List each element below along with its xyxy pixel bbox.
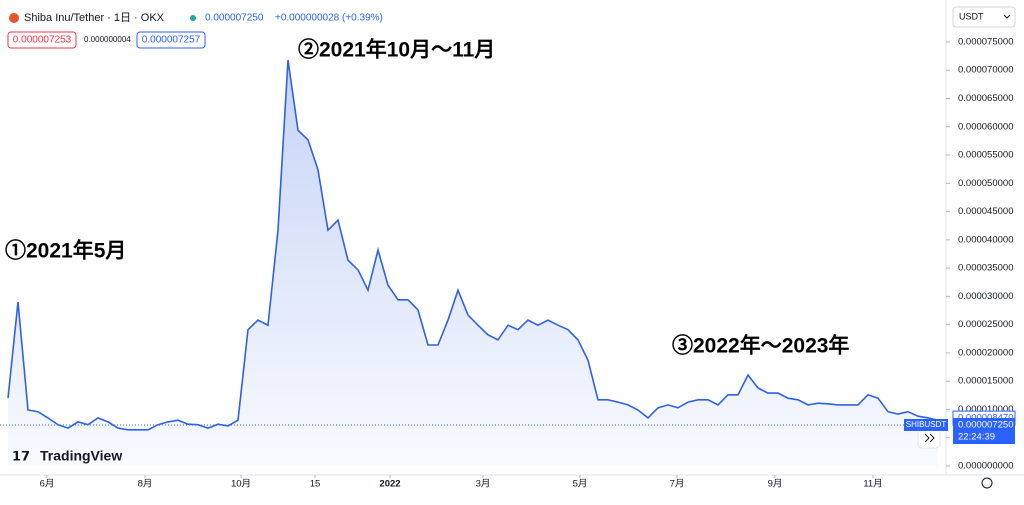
last-price-time: 22:24:39 (958, 432, 995, 443)
area-fill (8, 60, 938, 466)
annotation: ③2022年～2023年 (672, 334, 849, 358)
y-tick-label: 0.000045000 (958, 206, 1013, 217)
bid-box[interactable] (7, 31, 77, 49)
currency: USDT (959, 11, 984, 21)
y-tick-label: 0.000010000 (958, 404, 1013, 415)
brand-logo: 𝟭𝟳 (12, 448, 30, 463)
y-tick-label: 0.000055000 (958, 150, 1013, 161)
spread: 0.000000004 (84, 35, 131, 44)
price-line (7, 59, 939, 431)
annotation: ①2021年5月 (5, 239, 126, 263)
y-tick-label: 0.000000000 (958, 461, 1013, 472)
symbol-icon (9, 13, 19, 23)
scroll-icon (924, 433, 935, 443)
y-tick-label: 0.000040000 (958, 234, 1013, 245)
y-tick-label: 0.000070000 (958, 65, 1013, 76)
currency-box[interactable] (952, 6, 1016, 28)
x-tick-label: 8月 (138, 479, 153, 490)
y-tick-label: 0.000065000 (958, 93, 1013, 104)
symbol: Shiba Inu/Tether · 1日 · OKX (24, 12, 165, 24)
bid: 0.000007253 (13, 35, 72, 46)
y-tick-label: 0.000030000 (958, 291, 1013, 302)
x-tick-label: 5月 (573, 479, 588, 490)
x-tick-label: 11月 (863, 479, 882, 490)
y-tick-label: 0.000025000 (958, 319, 1013, 330)
x-tick-label: 2022 (379, 479, 400, 490)
x-tick-label: 7月 (670, 479, 685, 490)
settings-button[interactable] (981, 477, 993, 489)
annotation: ②2021年10月～11月 (298, 38, 495, 62)
x-tick-label: 15 (310, 479, 321, 490)
y-tick-label: 0.000060000 (958, 121, 1013, 132)
y-tick-label: 0.000075000 (958, 36, 1013, 47)
dropdown-icon (1003, 14, 1011, 19)
y-tick-label: 0.000020000 (958, 347, 1013, 358)
price: 0.000007250 (205, 13, 264, 24)
series-tag-label: SHIBUSDT (906, 420, 947, 429)
change: +0.000000028 (+0.39%) (275, 13, 383, 24)
series-tag (904, 419, 948, 432)
x-tick-label: 9月 (768, 479, 783, 490)
y-tick-label: 0.000050000 (958, 178, 1013, 189)
last-price-label: 0.000007250 (958, 420, 1013, 431)
status-dot (190, 15, 196, 21)
last-price-box (953, 418, 1015, 445)
brand: TradingView (40, 448, 122, 464)
x-tick-label: 6月 (40, 479, 55, 490)
ask-box[interactable] (136, 31, 206, 49)
x-tick-label: 3月 (476, 479, 491, 490)
ask: 0.000007257 (142, 35, 201, 46)
x-tick-label: 10月 (231, 479, 251, 490)
y-tick-label: 0.000035000 (958, 263, 1013, 274)
y-tick-label: 0.000015000 (958, 376, 1013, 387)
plot (7, 59, 939, 466)
